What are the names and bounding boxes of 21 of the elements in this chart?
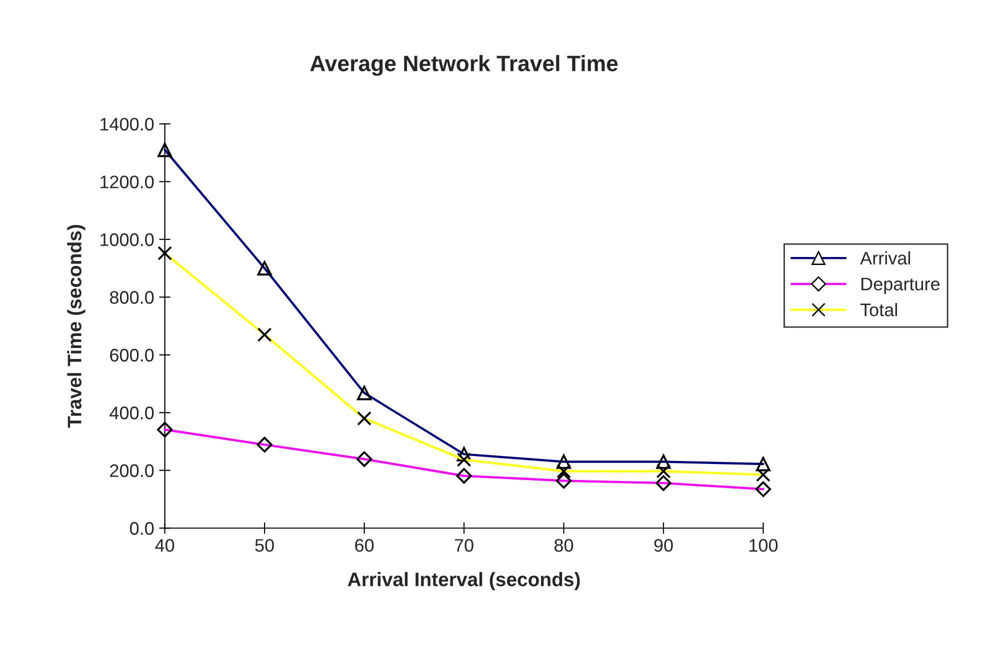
legend-label: Total	[860, 303, 897, 316]
legend-label: Arrival	[860, 251, 910, 265]
y-tick-label: 0.0	[130, 522, 154, 535]
x-tick-label: 50	[255, 539, 274, 552]
y-axis-title: Travel Time (seconds)	[67, 225, 86, 428]
y-tick-label: 1400.0	[100, 118, 154, 131]
chart-title: Average Network Travel Time	[310, 55, 618, 76]
y-tick-label: 600.0	[110, 348, 154, 362]
y-tick-label: 200.0	[110, 464, 154, 478]
x-tick-label: 60	[355, 539, 374, 552]
x-tick-label: 70	[454, 539, 474, 552]
legend-label: Departure	[862, 278, 940, 294]
y-tick-label: 400.0	[110, 406, 154, 420]
x-axis-title: Arrival Interval (seconds)	[348, 572, 580, 590]
y-tick-label: 1000.0	[100, 233, 154, 246]
x-tick-label: 80	[554, 539, 574, 552]
x-tick-label: 90	[654, 539, 673, 552]
x-tick-label: 40	[155, 539, 174, 552]
y-tick-label: 800.0	[110, 291, 154, 304]
x-tick-label: 100	[750, 539, 778, 552]
y-tick-label: 1200.0	[100, 176, 154, 188]
